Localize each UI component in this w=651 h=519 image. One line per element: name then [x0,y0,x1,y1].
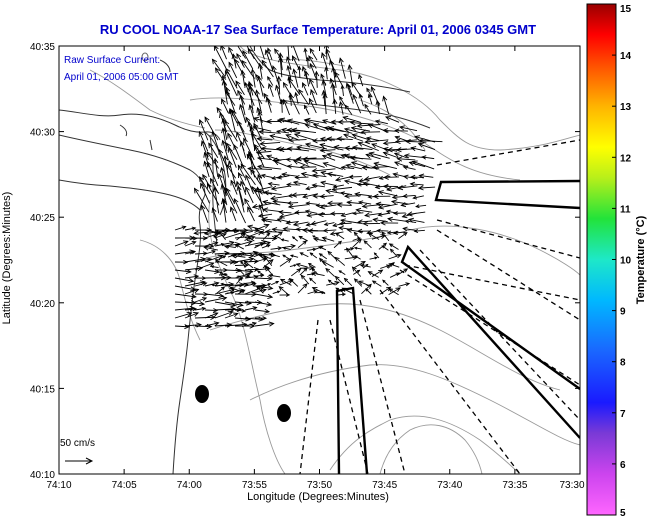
colorbar-tick-label: 9 [620,307,626,318]
y-tick-label: 40:20 [30,299,55,310]
scale-label: 50 cm/s [60,438,95,449]
current-vectors [174,46,443,330]
x-tick-label: 74:00 [177,480,202,491]
colorbar-tick-label: 10 [620,256,632,267]
y-tick-label: 40:15 [30,384,55,395]
y-tick-label: 40:10 [30,470,55,481]
colorbar-tick-label: 5 [620,508,626,519]
colorbar-tick-label: 11 [620,204,631,215]
colorbar-label: Temperature (°C) [635,215,647,304]
map-panel [58,45,581,475]
x-tick-label: 74:05 [112,480,137,491]
y-tick-label: 40:35 [30,42,55,53]
colorbar-tick-label: 13 [620,102,632,113]
x-tick-label: 73:55 [242,480,267,491]
colorbar-tick-label: 12 [620,153,632,164]
colorbar-tick-label: 15 [620,4,632,15]
x-tick-label: 73:50 [307,480,332,491]
colorbar-tick-label: 14 [620,51,632,62]
x-tick-label: 74:10 [46,480,71,491]
y-tick-label: 40:30 [30,128,55,139]
current-timestamp: April 01, 2006 05:00 GMT [64,72,179,83]
colorbar-tick-label: 8 [620,358,626,369]
colorbar-ticks: 15 14 13 12 11 10 9 8 7 6 5 [612,3,632,519]
y-axis-ticks: 40:35 40:30 40:25 40:20 40:15 40:10 [30,42,580,481]
x-axis-label: Longitude (Degrees:Minutes) [247,491,389,503]
current-label: Raw Surface Current: [64,55,160,66]
radar-range-lines [299,139,580,474]
colorbar: 15 14 13 12 11 10 9 8 7 6 5 Temperature (°C) [586,3,647,519]
x-tick-label: 73:35 [502,480,527,491]
y-tick-label: 40:25 [30,213,55,224]
x-tick-label: 73:45 [372,480,397,491]
radar-site-marker [277,404,291,422]
figure-title: RU COOL NOAA-17 Sea Surface Temperature:… [100,22,536,37]
y-axis-label: Latitude (Degrees:Minutes) [1,192,13,325]
colorbar-tick-label: 7 [620,409,626,420]
scale-arrow [65,457,94,465]
x-tick-label: 73:40 [437,480,462,491]
x-tick-label: 73:30 [559,480,584,491]
x-axis-ticks: 74:10 74:05 74:00 73:55 73:50 73:45 73:40 73:35… [46,46,585,491]
radar-site-marker [195,385,209,403]
colorbar-tick-label: 6 [620,460,626,471]
